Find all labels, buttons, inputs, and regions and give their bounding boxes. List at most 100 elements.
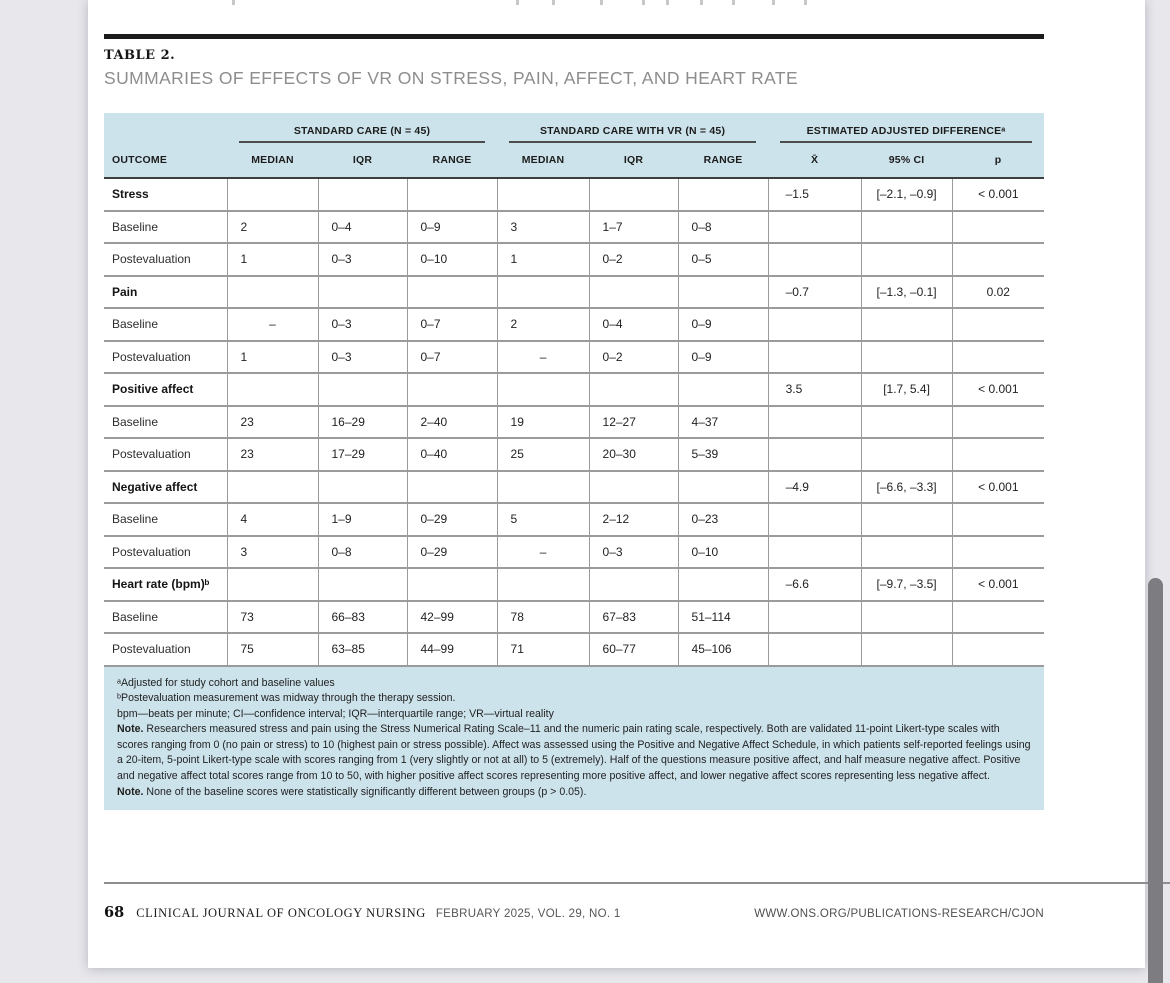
table-cell bbox=[860, 242, 953, 276]
group-underline bbox=[239, 141, 486, 143]
table-cell bbox=[588, 567, 679, 601]
journal-page: TABLE 2. SUMMARIES OF EFFECTS OF VR ON S… bbox=[88, 0, 1145, 968]
table-cell bbox=[951, 307, 1045, 341]
table-cell bbox=[951, 242, 1045, 276]
table-cell bbox=[677, 274, 769, 308]
table-cell: 17–29 bbox=[317, 437, 407, 471]
table-cell: 0–9 bbox=[406, 209, 498, 243]
group-header-label: STANDARD CARE WITH VR (N = 45) bbox=[539, 125, 726, 137]
table-cell: 45–106 bbox=[677, 632, 769, 667]
table-cell: –1.5 bbox=[767, 177, 862, 211]
group-header-empty bbox=[104, 113, 227, 143]
table-cell: 51–114 bbox=[677, 599, 769, 633]
table-cell: 73 bbox=[226, 599, 318, 633]
footnote-b: ᵇPostevaluation measurement was midway t… bbox=[117, 692, 456, 705]
table-cell: 0–9 bbox=[677, 307, 769, 341]
table-cell bbox=[317, 372, 407, 406]
group-header-label: ESTIMATED ADJUSTED DIFFERENCEᵃ bbox=[806, 125, 1006, 137]
row-label: Postevaluation bbox=[104, 339, 227, 373]
table-cell bbox=[951, 534, 1045, 568]
table-cell: 0–7 bbox=[406, 339, 498, 373]
table-row: Postevaluation 1 0–3 0–7–0–2 0–9 bbox=[104, 339, 1045, 373]
table-cell: 12–27 bbox=[588, 404, 679, 438]
table-cell bbox=[767, 632, 862, 667]
col-header-95ci: 95% CI bbox=[888, 154, 925, 166]
table-cell: 0–5 bbox=[677, 242, 769, 276]
table-cell bbox=[767, 209, 862, 243]
table-number-label: TABLE 2. bbox=[104, 48, 176, 63]
page-number: 68 bbox=[104, 904, 125, 921]
table-cell bbox=[588, 372, 679, 406]
table-cell: [–6.6, –3.3] bbox=[860, 469, 953, 503]
table-cell bbox=[767, 534, 862, 568]
table-cell: [–9.7, –3.5] bbox=[860, 567, 953, 601]
footer-rule bbox=[104, 882, 1170, 884]
table-row: Heart rate (bpm)ᵇ –6.6 [–9.7, –3.5] < 0.001 bbox=[104, 567, 1045, 601]
table-cell bbox=[767, 502, 862, 536]
table-cell: 0–8 bbox=[677, 209, 769, 243]
row-label: Heart rate (bpm)ᵇ bbox=[104, 567, 227, 601]
row-label: Negative affect bbox=[104, 469, 227, 503]
clipped-text-remnant bbox=[104, 0, 1044, 7]
table-cell: –4.9 bbox=[767, 469, 862, 503]
table-cell: 44–99 bbox=[406, 632, 498, 667]
footnote-a: ᵃAdjusted for study cohort and baseline … bbox=[117, 676, 335, 689]
table-cell bbox=[317, 177, 407, 211]
table-cell: 0–9 bbox=[677, 339, 769, 373]
table-header: STANDARD CARE (N = 45) STANDARD CARE WIT… bbox=[104, 113, 1045, 178]
group-header-standard-care: STANDARD CARE (N = 45) bbox=[227, 113, 497, 143]
table-cell: 0–3 bbox=[317, 242, 407, 276]
table-cell: 20–30 bbox=[588, 437, 679, 471]
table-cell: 0–3 bbox=[317, 339, 407, 373]
table-cell: 3 bbox=[226, 534, 318, 568]
group-header-label: STANDARD CARE (N = 45) bbox=[293, 125, 431, 137]
table-cell bbox=[226, 274, 318, 308]
table-cell bbox=[677, 177, 769, 211]
summary-table: STANDARD CARE (N = 45) STANDARD CARE WIT… bbox=[104, 113, 1045, 667]
table-cell bbox=[406, 177, 498, 211]
table-cell bbox=[860, 437, 953, 471]
table-cell bbox=[226, 567, 318, 601]
note-label: Note. bbox=[117, 785, 144, 798]
table-cell bbox=[317, 567, 407, 601]
table-cell bbox=[767, 242, 862, 276]
table-cell: 19 bbox=[496, 404, 590, 438]
table-cell: [–1.3, –0.1] bbox=[860, 274, 953, 308]
table-cell bbox=[226, 469, 318, 503]
group-underline bbox=[780, 141, 1033, 143]
table-cell bbox=[767, 599, 862, 633]
table-cell bbox=[317, 274, 407, 308]
table-row: Postevaluation 1 0–3 0–10 1 0–2 0–5 bbox=[104, 242, 1045, 276]
table-cell bbox=[951, 599, 1045, 633]
table-cell: 75 bbox=[226, 632, 318, 667]
row-label: Postevaluation bbox=[104, 534, 227, 568]
row-label: Stress bbox=[104, 177, 227, 211]
table-cell: 0–29 bbox=[406, 502, 498, 536]
journal-url: WWW.ONS.ORG/PUBLICATIONS-RESEARCH/CJON bbox=[754, 908, 1044, 920]
table-top-rule bbox=[104, 34, 1044, 39]
table-cell: < 0.001 bbox=[951, 469, 1045, 503]
table-cell: 78 bbox=[496, 599, 590, 633]
scrollbar-thumb[interactable] bbox=[1148, 578, 1163, 983]
footnote-note-2: Note. None of the baseline scores were s… bbox=[117, 785, 1031, 801]
table-cell: 2–12 bbox=[588, 502, 679, 536]
table-cell bbox=[588, 177, 679, 211]
note-label: Note. bbox=[117, 723, 144, 736]
table-cell: 0–8 bbox=[317, 534, 407, 568]
table-cell: –6.6 bbox=[767, 567, 862, 601]
table-cell: 42–99 bbox=[406, 599, 498, 633]
table-cell bbox=[496, 567, 590, 601]
table-cell bbox=[677, 469, 769, 503]
table-cell bbox=[406, 274, 498, 308]
table-cell: 5–39 bbox=[677, 437, 769, 471]
page-footer: 68 CLINICAL JOURNAL OF ONCOLOGY NURSING … bbox=[104, 904, 1044, 921]
col-header-range-sc: RANGE bbox=[432, 154, 472, 166]
table-cell: 0–40 bbox=[406, 437, 498, 471]
footnote-abbreviations: bpm—beats per minute; CI—confidence inte… bbox=[117, 707, 554, 720]
table-cell: 3 bbox=[496, 209, 590, 243]
table-cell bbox=[860, 632, 953, 667]
table-cell: 5 bbox=[496, 502, 590, 536]
row-label: Baseline bbox=[104, 502, 227, 536]
table-cell: 16–29 bbox=[317, 404, 407, 438]
table-cell bbox=[860, 502, 953, 536]
